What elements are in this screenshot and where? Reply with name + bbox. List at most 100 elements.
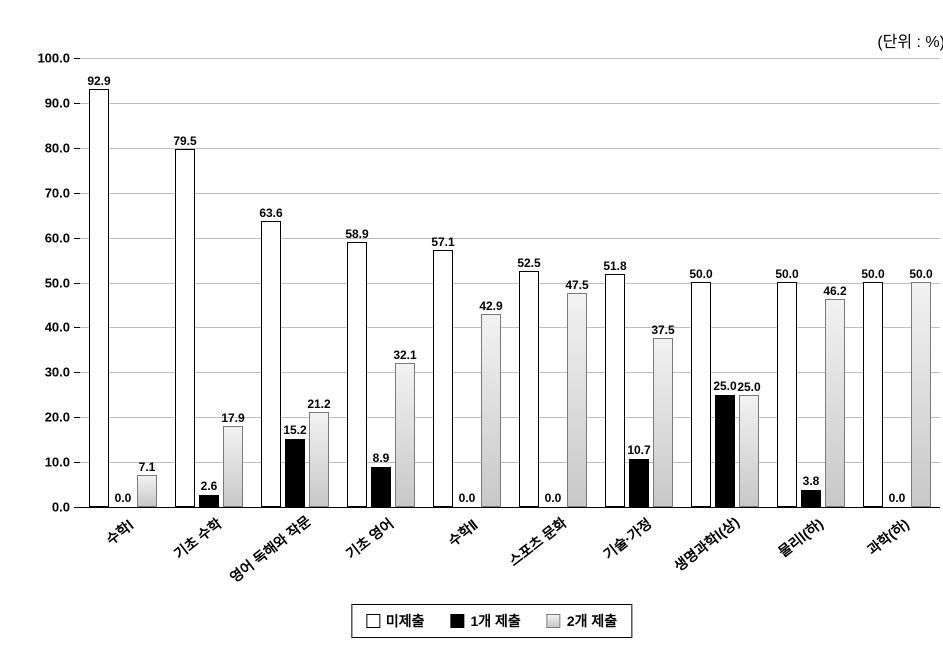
category-group: 50.00.050.0과학(하)	[863, 58, 931, 507]
y-tick-mark	[74, 417, 80, 418]
y-tick-mark	[74, 103, 80, 104]
bar-value-label: 17.9	[221, 411, 244, 425]
bar: 17.9	[223, 426, 243, 507]
y-tick-label: 40.0	[45, 320, 70, 335]
y-tick-mark	[74, 148, 80, 149]
bar-value-label: 25.0	[713, 379, 736, 393]
y-tick-mark	[74, 462, 80, 463]
y-tick-mark	[74, 238, 80, 239]
legend-item: 미제출	[366, 611, 425, 631]
bar: 50.0	[911, 282, 931, 507]
chart-container: (단위 : %) 0.010.020.030.040.050.060.070.0…	[20, 20, 943, 644]
y-tick-label: 100.0	[37, 51, 70, 66]
bar-value-label: 57.1	[431, 235, 454, 249]
category-group: 63.615.221.2영어 독해와 작문	[261, 58, 329, 507]
bar-value-label: 3.8	[803, 474, 820, 488]
legend-swatch	[366, 614, 380, 628]
category-group: 92.90.07.1수학Ⅰ	[89, 58, 157, 507]
legend-label: 2개 제출	[567, 611, 617, 631]
y-tick-mark	[74, 507, 80, 508]
bar-value-label: 47.5	[565, 278, 588, 292]
y-tick-label: 0.0	[52, 500, 70, 515]
bar-value-label: 50.0	[909, 267, 932, 281]
bar: 92.9	[89, 89, 109, 507]
bar: 25.0	[739, 395, 759, 508]
bar: 51.8	[605, 274, 625, 507]
bar-value-label: 0.0	[545, 491, 562, 505]
legend-swatch	[450, 614, 464, 628]
category-label: 수학Ⅱ	[444, 515, 482, 551]
bar-value-label: 10.7	[627, 443, 650, 457]
category-group: 58.98.932.1기초 영어	[347, 58, 415, 507]
bar: 52.5	[519, 271, 539, 507]
bar: 2.6	[199, 495, 219, 507]
bar-value-label: 0.0	[459, 491, 476, 505]
category-group: 57.10.042.9수학Ⅱ	[433, 58, 501, 507]
y-tick-mark	[74, 193, 80, 194]
category-label: 기초 수학	[170, 514, 226, 564]
category-label: 영어 독해와 작문	[226, 511, 316, 587]
bar: 7.1	[137, 475, 157, 507]
category-label: 기초 영어	[342, 514, 398, 564]
bar-value-label: 58.9	[345, 227, 368, 241]
bar: 50.0	[777, 282, 797, 507]
category-group: 51.810.737.5기술·가정	[605, 58, 673, 507]
bar: 47.5	[567, 293, 587, 507]
bar: 37.5	[653, 338, 673, 507]
y-tick-label: 10.0	[45, 455, 70, 470]
bar-value-label: 21.2	[307, 397, 330, 411]
bar-value-label: 46.2	[823, 284, 846, 298]
bar-value-label: 37.5	[651, 323, 674, 337]
bar-value-label: 50.0	[861, 267, 884, 281]
bar: 42.9	[481, 314, 501, 507]
bar-value-label: 0.0	[115, 491, 132, 505]
y-tick-label: 80.0	[45, 140, 70, 155]
bar-value-label: 15.2	[283, 423, 306, 437]
bar-value-label: 32.1	[393, 348, 416, 362]
bar: 63.6	[261, 221, 281, 507]
y-tick-mark	[74, 372, 80, 373]
bar: 10.7	[629, 459, 649, 507]
bar: 8.9	[371, 467, 391, 507]
bar-value-label: 50.0	[775, 267, 798, 281]
category-group: 79.52.617.9기초 수학	[175, 58, 243, 507]
category-label: 물리Ⅰ(하)	[774, 514, 827, 562]
bar: 50.0	[863, 282, 883, 507]
bar: 58.9	[347, 242, 367, 507]
bar: 21.2	[309, 412, 329, 507]
category-label: 기술·가정	[599, 514, 656, 564]
bar-value-label: 79.5	[173, 134, 196, 148]
y-tick-mark	[74, 327, 80, 328]
unit-label: (단위 : %)	[877, 28, 943, 52]
bar: 57.1	[433, 250, 453, 507]
y-tick-label: 60.0	[45, 230, 70, 245]
y-tick-label: 50.0	[45, 275, 70, 290]
bar-value-label: 63.6	[259, 206, 282, 220]
category-label: 스포츠 문화	[505, 513, 571, 571]
legend-label: 1개 제출	[470, 611, 520, 631]
y-tick-label: 70.0	[45, 185, 70, 200]
bar-value-label: 7.1	[139, 460, 156, 474]
category-label: 생명과학Ⅰ(상)	[670, 512, 744, 576]
category-group: 52.50.047.5스포츠 문화	[519, 58, 587, 507]
bar-value-label: 25.0	[737, 380, 760, 394]
category-label: 수학Ⅰ	[102, 515, 138, 549]
bar-value-label: 51.8	[603, 259, 626, 273]
bar: 46.2	[825, 299, 845, 507]
legend-item: 2개 제출	[547, 611, 617, 631]
y-tick-label: 90.0	[45, 95, 70, 110]
bar: 25.0	[715, 395, 735, 508]
bar: 32.1	[395, 363, 415, 507]
category-label: 과학(하)	[863, 514, 913, 559]
legend-label: 미제출	[386, 611, 425, 631]
category-group: 50.025.025.0생명과학Ⅰ(상)	[691, 58, 759, 507]
bar-value-label: 50.0	[689, 267, 712, 281]
bar: 3.8	[801, 490, 821, 507]
y-tick-mark	[74, 283, 80, 284]
category-group: 50.03.846.2물리Ⅰ(하)	[777, 58, 845, 507]
plot-area: 0.010.020.030.040.050.060.070.080.090.01…	[80, 58, 940, 508]
y-tick-mark	[74, 58, 80, 59]
y-tick-label: 20.0	[45, 410, 70, 425]
bar: 50.0	[691, 282, 711, 507]
bar-value-label: 52.5	[517, 256, 540, 270]
